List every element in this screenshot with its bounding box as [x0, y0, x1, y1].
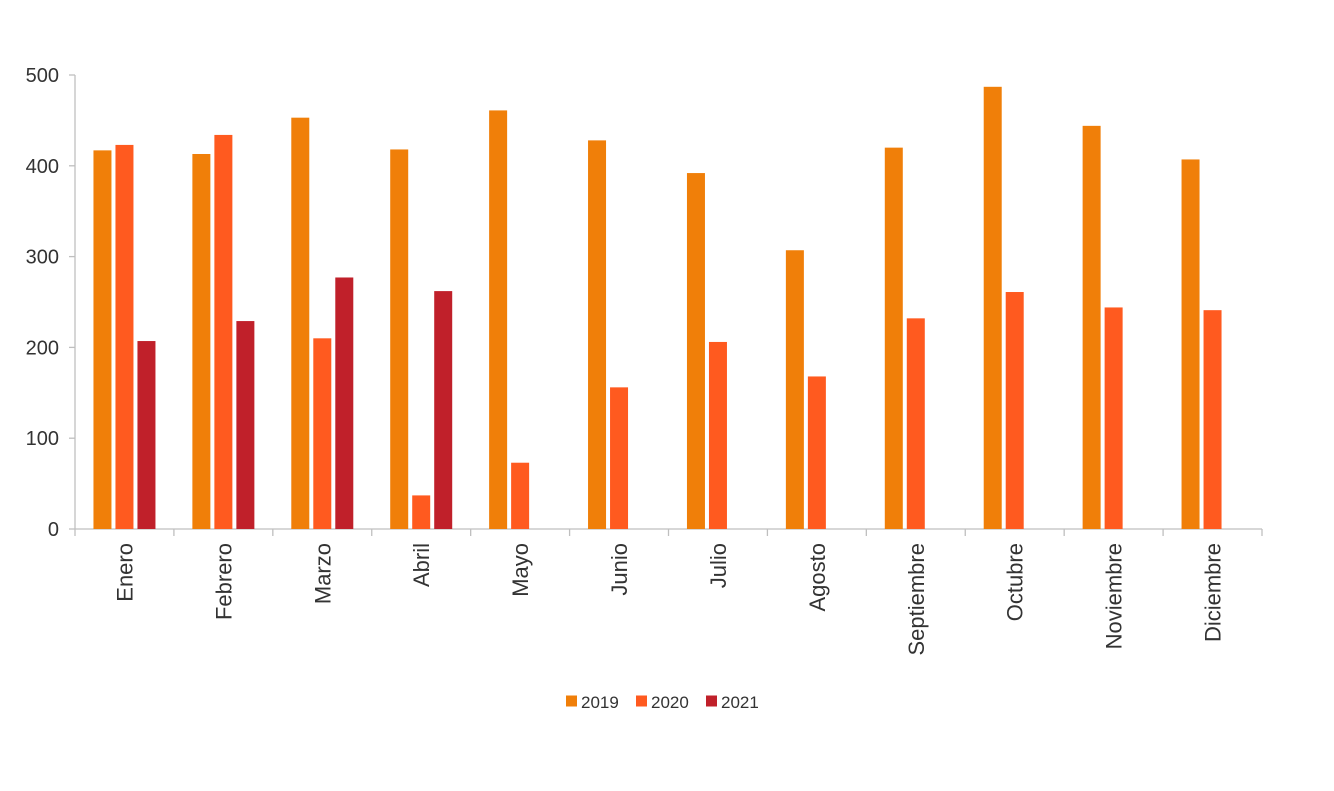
y-tick-label: 0 [48, 519, 59, 541]
bar-2020-mayo [511, 462, 530, 529]
bar-2020-diciembre [1203, 310, 1222, 529]
y-tick-label: 200 [26, 337, 59, 359]
x-axis: Enero Febrero Marzo Abril Mayo Junio Julio Agos… [74, 528, 1263, 656]
x-tick-label: Septiembre [904, 543, 929, 656]
bar-2019-junio [588, 140, 607, 529]
bar-2019-abril [390, 149, 409, 529]
bar-2019-septiembre [884, 147, 903, 529]
bar-2020-agosto [807, 376, 826, 529]
bar-2020-junio [610, 387, 629, 529]
bar-2019-enero [93, 150, 112, 529]
x-tick-label: Agosto [805, 543, 830, 612]
bar-2021-marzo [335, 277, 354, 529]
bar-2019-agosto [785, 250, 804, 529]
bar-2020-marzo [313, 338, 332, 529]
x-tick-label: Noviembre [1102, 543, 1127, 649]
y-tick-label: 300 [26, 247, 59, 269]
y-axis: 0 100 200 300 400 500 [26, 65, 76, 541]
x-tick-label: Julio [706, 543, 731, 588]
x-tick-label: Febrero [211, 543, 236, 620]
bar-2020-enero [115, 144, 134, 529]
y-tick-label: 500 [26, 65, 59, 87]
y-tick-label: 400 [26, 156, 59, 178]
bars [93, 86, 1222, 530]
bar-2021-enero [137, 341, 156, 529]
bar-2021-febrero [236, 321, 255, 529]
bar-2019-mayo [489, 110, 508, 530]
x-tick-label: Enero [112, 543, 137, 602]
x-tick-label: Junio [607, 543, 632, 596]
legend-label-2019: 2019 [581, 693, 619, 712]
legend-swatch-2020 [636, 695, 647, 707]
x-tick-label: Abril [409, 543, 434, 587]
legend-label-2021: 2021 [721, 693, 759, 712]
bar-2019-noviembre [1082, 125, 1101, 530]
legend-swatch-2019 [566, 695, 577, 707]
bar-2019-octubre [983, 86, 1002, 529]
bar-2020-octubre [1005, 292, 1024, 529]
legend: 2019 2020 2021 [566, 693, 759, 712]
bar-2021-abril [434, 291, 453, 529]
bar-2020-noviembre [1104, 307, 1123, 529]
bar-2019-diciembre [1181, 159, 1200, 529]
bar-2020-abril [412, 495, 431, 529]
y-tick-label: 100 [26, 428, 59, 450]
bar-2020-septiembre [906, 318, 925, 529]
x-tick-label: Diciembre [1201, 543, 1226, 642]
bar-2019-marzo [291, 117, 310, 530]
x-tick-label: Mayo [508, 543, 533, 597]
x-tick-label: Octubre [1003, 543, 1028, 621]
bar-2020-julio [708, 341, 727, 529]
legend-swatch-2021 [706, 695, 717, 707]
legend-label-2020: 2020 [651, 693, 689, 712]
bar-2019-febrero [192, 153, 211, 529]
bar-2020-febrero [214, 134, 233, 530]
bar-2019-julio [686, 173, 705, 529]
x-tick-label: Marzo [310, 543, 335, 604]
